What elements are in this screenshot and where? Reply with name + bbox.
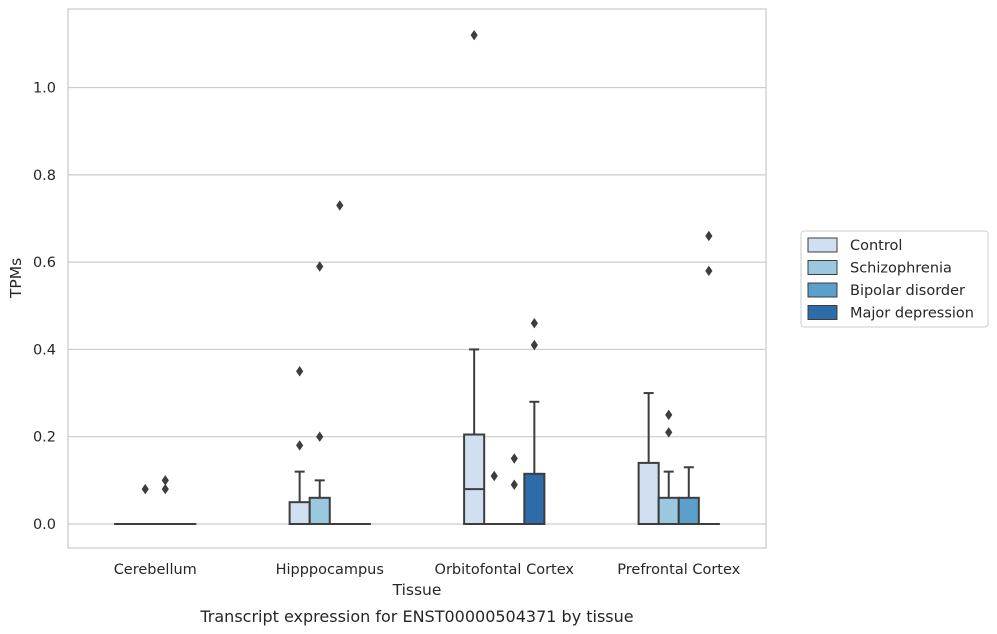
outlier-point — [161, 483, 169, 495]
box-plot — [503, 453, 526, 526]
outlier-point — [530, 318, 538, 329]
x-tick-label: Prefrontal Cortex — [617, 562, 740, 578]
legend-label: Schizophrenia — [850, 261, 952, 277]
y-tick-label: 0.6 — [33, 255, 56, 271]
plot-frame — [67, 8, 767, 549]
box-plot — [288, 366, 311, 525]
outlier-point — [296, 366, 304, 377]
box-plot — [154, 475, 177, 526]
x-tick-labels: Cerebellum Hipppocampus Orbitofontal Corte… — [114, 562, 741, 578]
box-plot — [523, 318, 546, 525]
outlier-point — [336, 200, 344, 211]
box-plot — [463, 29, 486, 525]
box-plot — [134, 483, 157, 526]
box — [523, 472, 546, 525]
box-plot — [677, 466, 700, 525]
chart-caption: Transcript expression for ENST0000050437… — [199, 607, 633, 626]
box — [463, 433, 486, 525]
legend-swatch — [807, 260, 838, 275]
legend-swatch — [807, 237, 838, 253]
outlier-point — [470, 29, 478, 41]
box-plot — [308, 261, 331, 525]
legend-label: Bipolar disorder — [850, 283, 965, 299]
box-plot — [328, 200, 351, 526]
outlier-point — [705, 230, 713, 242]
y-tick-label: 0.4 — [33, 342, 56, 358]
outlier-point — [490, 470, 498, 482]
outlier-point — [665, 409, 673, 421]
y-tick-label: 0.0 — [33, 517, 56, 533]
outlier-point — [510, 453, 518, 464]
legend-swatch — [807, 305, 838, 320]
legend-swatch — [807, 282, 838, 298]
y-tick-labels: 0.0 0.2 0.4 0.6 0.8 1.0 — [33, 81, 56, 533]
legend-label: Control — [850, 238, 902, 254]
y-tick-label: 0.2 — [33, 430, 56, 446]
outlier-point — [161, 475, 169, 486]
grid — [68, 86, 766, 525]
boxes — [114, 29, 720, 526]
x-tick-label: Hipppocampus — [276, 562, 384, 578]
outlier-point — [665, 427, 673, 438]
box-plot — [483, 470, 506, 526]
x-axis-label: Tissue — [392, 581, 442, 599]
x-tick-label: Orbitofontal Cortex — [435, 562, 575, 578]
box — [657, 496, 680, 525]
outlier-point — [510, 479, 518, 490]
x-tick-label: Cerebellum — [114, 562, 197, 578]
box — [288, 501, 311, 525]
y-tick-label: 0.8 — [33, 168, 56, 184]
outlier-point — [296, 440, 304, 451]
box-plot — [657, 409, 680, 525]
y-tick-label: 1.0 — [33, 81, 56, 97]
outlier-point — [705, 265, 713, 277]
outlier-point — [530, 339, 538, 351]
outlier-point — [141, 483, 149, 495]
legend-frame — [800, 230, 989, 328]
box — [637, 461, 660, 525]
box-plot — [697, 230, 720, 526]
box — [677, 496, 700, 525]
y-axis-label: TPMs — [7, 258, 25, 299]
outlier-point — [316, 431, 324, 442]
legend: Control Schizophrenia Bipolar disorder Majo… — [800, 230, 989, 328]
box — [308, 496, 331, 525]
box-plot — [637, 392, 660, 525]
outlier-point — [316, 261, 324, 272]
legend-label: Major depression — [850, 306, 974, 322]
